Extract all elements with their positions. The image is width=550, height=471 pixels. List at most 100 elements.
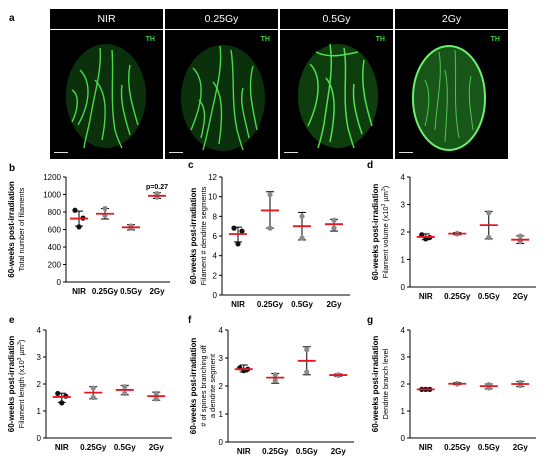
y-axis-title: 60-weeks post-irradiation [189,338,198,435]
x-tick-label: NIR [72,287,86,296]
y-tick-label: 800 [48,208,62,217]
data-point [304,369,310,375]
y-axis-subtitle: Dendrite branch level [381,348,390,419]
y-axis-title: 60-weeks post-irradiation [7,336,16,433]
x-tick-label: 0.5Gy [296,447,318,456]
y-axis-subtitle-2: a dendrite segment [208,353,217,418]
data-point [304,347,310,353]
data-point [331,217,337,223]
data-point [102,205,108,212]
y-axis-title: 60-weeks post-irradiation [371,336,380,433]
header-05gy: 0.5Gy [280,9,393,29]
data-point [517,233,523,239]
x-tick-label: 0.25Gy [444,292,471,301]
scale-bar [399,152,413,153]
chart-panel-c: 0 2 4 6 8 10 12 NIR 0.25Gy 0.5Gy 2Gy 60-weeks post-… [182,165,362,310]
y-tick-label: 6 [213,232,218,241]
data-point [239,228,245,234]
scale-bar [169,152,183,153]
chart-panel-e: 0 1 2 3 4 NIR 0.25Gy 0.5Gy 2Gy 60-weeks post-irra… [0,318,180,468]
data-point [72,207,78,213]
header-2gy: 2Gy [395,9,508,29]
y-tick-label: 1 [219,410,224,419]
y-tick-label: 8 [213,212,218,221]
chart-panel-d: 0 1 2 3 4 NIR 0.25Gy 0.5Gy 2Gy 60-weeks post-irra… [364,165,544,310]
y-tick-label: 2 [37,380,42,389]
x-tick-label: NIR [419,292,433,301]
x-tick-label: 0.25Gy [444,443,471,452]
chart-panel-f: 0 1 2 3 4 NIR 0.25Gy 0.5Gy 2Gy 60-weeks post-irra… [182,318,362,468]
x-tick-label: 0.5Gy [478,443,500,452]
panel-e-label: e [9,315,15,326]
data-point [486,234,492,241]
y-tick-label: 0 [219,438,224,447]
x-tick-label: 2Gy [326,300,342,309]
x-tick-label: 0.5Gy [478,292,500,301]
th-stain-label: TH [375,36,385,43]
y-tick-label: 4 [401,173,406,182]
y-tick-label: 4 [219,326,224,335]
data-point [272,377,278,383]
data-point [153,396,159,402]
y-tick-label: 3 [401,201,406,210]
x-tick-label: 2Gy [149,443,165,452]
data-point [231,225,237,231]
x-tick-label: NIR [237,447,251,456]
x-tick-label: 0.5Gy [114,443,136,452]
heart-image-05gy: TH [280,30,393,159]
x-tick-label: 0.25Gy [92,287,119,296]
data-point [122,384,128,390]
scale-bar [54,152,68,153]
y-tick-label: 1200 [43,173,61,182]
data-point [267,192,273,198]
data-point [299,213,305,219]
y-tick-label: 0 [57,278,62,287]
y-tick-label: 4 [401,326,406,335]
y-tick-label: 2 [219,382,224,391]
y-tick-label: 0 [401,434,406,443]
y-tick-label: 3 [37,353,42,362]
y-tick-label: 4 [213,252,218,261]
data-point [59,400,65,406]
panel-b-label: b [9,163,16,174]
panel-a-label: a [9,13,15,24]
y-tick-label: 3 [401,353,406,362]
x-tick-label: 2Gy [513,443,529,452]
chart-svg-f: 0 1 2 3 4 NIR 0.25Gy 0.5Gy 2Gy 60-weeks post-irra… [189,326,354,456]
header-025gy: 0.25Gy [165,9,278,29]
y-axis-subtitle: Filament length (x103 µm3) [17,339,26,428]
y-tick-label: 600 [48,226,62,235]
x-tick-label: NIR [419,443,433,452]
y-tick-label: 2 [401,380,406,389]
chart-svg-d: 0 1 2 3 4 NIR 0.25Gy 0.5Gy 2Gy 60-weeks post-irra… [371,173,536,301]
heart-image-2gy: TH [395,30,508,159]
data-point [267,225,273,231]
panel-c-label: c [188,160,194,171]
th-stain-label: TH [260,36,270,43]
y-axis-subtitle: Filament volume (x103 µm3) [381,185,390,278]
y-axis-title: 60-weeks post-irradiation [371,184,380,281]
y-tick-label: 1 [401,407,406,416]
data-point [272,372,278,378]
chart-svg-e: 0 1 2 3 4 NIR 0.25Gy 0.5Gy 2Gy 60-weeks post-irra… [7,326,172,452]
x-tick-label: 2Gy [513,292,529,301]
heart-image-025gy: TH [165,30,278,159]
p-value-annotation: p=0.27 [146,184,168,191]
y-axis-title: 60-weeks post-irradiation [189,188,198,285]
y-tick-label: 2 [213,271,218,280]
x-tick-label: 0.25Gy [80,443,107,452]
data-point [299,235,305,241]
y-tick-label: 0 [213,291,218,300]
y-tick-label: 12 [208,173,217,182]
y-tick-label: 400 [48,243,62,252]
y-tick-label: 0 [37,434,42,443]
chart-panel-b: 0 200 400 600 800 1000 1200 NIR 0.25Gy 0.5Gy 2Gy 60… [0,165,180,310]
y-tick-label: 2 [401,228,406,237]
y-tick-label: 1 [37,407,42,416]
chart-svg-b: 0 200 400 600 800 1000 1200 NIR 0.25Gy 0.5Gy 2Gy 60… [7,173,170,296]
data-point [90,385,96,391]
chart-svg-c: 0 2 4 6 8 10 12 NIR 0.25Gy 0.5Gy 2Gy 60-weeks post-… [189,173,350,309]
chart-panel-g: 0 1 2 3 4 NIR 0.25Gy 0.5Gy 2Gy 60-weeks post-irra… [364,318,544,468]
data-point [122,390,128,397]
header-nir: NIR [50,9,163,29]
